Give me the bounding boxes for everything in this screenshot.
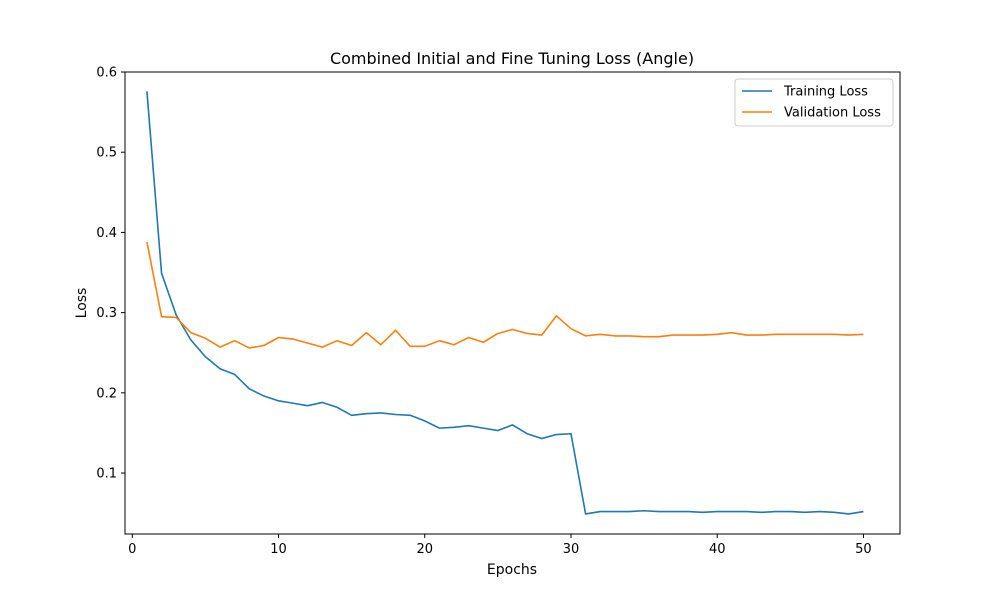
x-tick-label: 50 <box>855 542 872 557</box>
plot-area-frame <box>124 71 901 535</box>
x-tick-label: 0 <box>128 542 136 557</box>
x-tick-label: 40 <box>709 542 726 557</box>
y-tick-label: 0.2 <box>96 386 117 401</box>
legend-label-1: Validation Loss <box>784 106 881 121</box>
plot-lines <box>146 91 864 515</box>
series-line-0 <box>146 91 864 515</box>
y-tick-label: 0.3 <box>96 306 117 321</box>
x-axis-ticks: 0 10 20 30 40 50 <box>128 534 872 557</box>
x-tick-label: 10 <box>270 542 287 557</box>
x-tick-label: 30 <box>563 542 580 557</box>
chart-title: Combined Initial and Fine Tuning Loss (A… <box>330 49 694 68</box>
legend: Training Loss Validation Loss <box>734 78 894 127</box>
y-tick-label: 0.6 <box>96 66 117 81</box>
legend-label-0: Training Loss <box>783 85 868 100</box>
y-axis-ticks: 0.1 0.2 0.3 0.4 0.5 0.6 <box>96 66 125 482</box>
series-line-1 <box>146 241 864 349</box>
y-tick-label: 0.4 <box>96 226 117 241</box>
y-tick-label: 0.5 <box>96 146 117 161</box>
y-axis-label: Loss <box>74 288 90 319</box>
x-axis-label: Epochs <box>487 562 537 578</box>
x-tick-label: 20 <box>416 542 433 557</box>
y-tick-label: 0.1 <box>96 467 117 482</box>
legend-box <box>734 78 894 127</box>
